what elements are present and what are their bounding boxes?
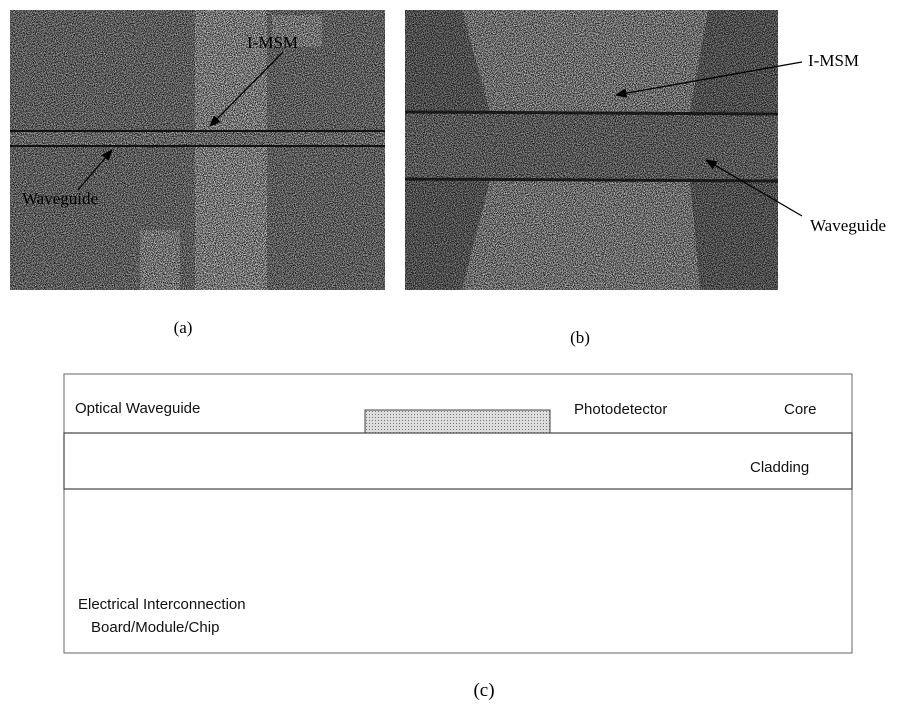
label-imsm-b: I-MSM [808, 51, 859, 70]
label-core: Core [784, 401, 817, 418]
label-imsm-a: I-MSM [247, 33, 298, 52]
label-board: Board/Module/Chip [91, 619, 219, 636]
caption-a: (a) [174, 318, 193, 337]
caption-b: (b) [570, 328, 590, 347]
label-waveguide-b: Waveguide [810, 216, 886, 235]
label-optical-waveguide: Optical Waveguide [75, 400, 200, 417]
label-waveguide-a: Waveguide [22, 189, 98, 208]
figure: I-MSM Waveguide (a) I-MSM Waveguide (b) … [0, 0, 908, 709]
label-cladding: Cladding [750, 459, 809, 476]
micrograph-b [405, 10, 778, 290]
caption-c: (c) [473, 680, 494, 701]
micrograph-a [10, 10, 385, 290]
label-photodetector: Photodetector [574, 401, 667, 418]
label-interconnection: Electrical Interconnection [78, 596, 246, 613]
